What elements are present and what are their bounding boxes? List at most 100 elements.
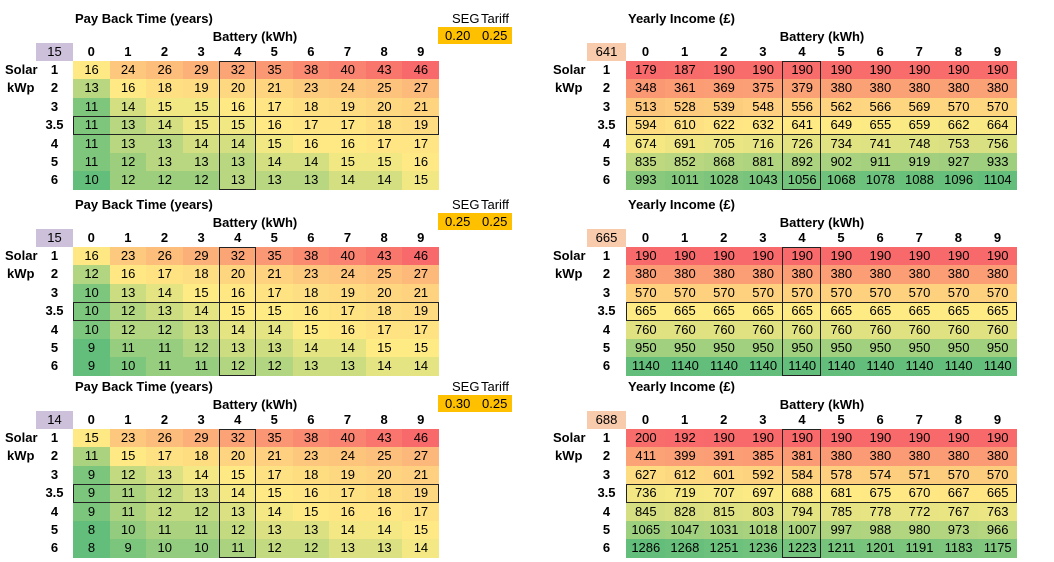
table-cell[interactable]: 665 [860, 302, 901, 322]
table-cell[interactable]: 12 [182, 339, 220, 358]
table-cell[interactable]: 734 [821, 134, 862, 154]
table-cell[interactable]: 726 [782, 134, 822, 154]
table-cell[interactable]: 11 [73, 134, 111, 154]
table-cell[interactable]: 548 [743, 97, 783, 117]
table-cell[interactable]: 14 [365, 171, 403, 191]
table-cell[interactable]: 15 [109, 447, 147, 467]
tariff-value[interactable]: 0.25 [482, 396, 508, 411]
table-cell[interactable]: 190 [743, 429, 783, 448]
table-cell[interactable]: 902 [821, 153, 862, 172]
table-cell[interactable]: 1140 [821, 357, 862, 377]
table-cell[interactable]: 380 [899, 265, 940, 285]
table-cell[interactable]: 24 [329, 79, 367, 99]
table-cell[interactable]: 411 [626, 447, 666, 467]
table-cell[interactable]: 17 [256, 97, 294, 117]
table-cell[interactable]: 950 [665, 339, 705, 358]
table-cell[interactable]: 18 [292, 283, 330, 303]
table-cell[interactable]: 10 [182, 539, 220, 559]
table-cell[interactable]: 15 [292, 320, 330, 340]
table-cell[interactable]: 665 [899, 302, 940, 322]
table-cell[interactable]: 988 [860, 521, 901, 540]
table-cell[interactable]: 25 [365, 447, 403, 467]
table-cell[interactable]: 20 [219, 447, 257, 467]
table-cell[interactable]: 9 [73, 357, 111, 377]
table-cell[interactable]: 778 [860, 502, 901, 522]
table-cell[interactable]: 760 [665, 320, 705, 340]
table-cell[interactable]: 11 [109, 339, 147, 358]
table-cell[interactable]: 1031 [704, 521, 744, 540]
table-cell[interactable]: 16 [329, 320, 367, 340]
table-cell[interactable]: 688 [782, 484, 822, 504]
table-cell[interactable]: 27 [402, 265, 440, 285]
table-cell[interactable]: 1140 [626, 357, 666, 377]
table-cell[interactable]: 570 [899, 283, 940, 303]
table-cell[interactable]: 187 [665, 61, 705, 80]
table-cell[interactable]: 571 [899, 465, 940, 485]
table-cell[interactable]: 380 [860, 265, 901, 285]
table-cell[interactable]: 190 [860, 247, 901, 266]
table-cell[interactable]: 16 [73, 247, 111, 266]
table-cell[interactable]: 9 [73, 339, 111, 358]
table-cell[interactable]: 380 [977, 79, 1018, 99]
table-cell[interactable]: 13 [182, 153, 220, 172]
table-cell[interactable]: 14 [256, 502, 294, 522]
table-cell[interactable]: 46 [402, 429, 440, 448]
table-cell[interactable]: 190 [782, 61, 822, 80]
table-cell[interactable]: 528 [665, 97, 705, 117]
table-cell[interactable]: 950 [860, 339, 901, 358]
table-cell[interactable]: 17 [146, 447, 184, 467]
table-cell[interactable]: 748 [899, 134, 940, 154]
table-cell[interactable]: 1140 [743, 357, 783, 377]
table-cell[interactable]: 1043 [743, 171, 783, 191]
table-cell[interactable]: 1047 [665, 521, 705, 540]
table-cell[interactable]: 380 [977, 447, 1018, 467]
table-cell[interactable]: 16 [109, 79, 147, 99]
table-cell[interactable]: 20 [365, 465, 403, 485]
table-cell[interactable]: 1140 [899, 357, 940, 377]
table-cell[interactable]: 17 [329, 302, 367, 322]
table-cell[interactable]: 649 [821, 116, 862, 136]
table-cell[interactable]: 348 [626, 79, 666, 99]
table-cell[interactable]: 10 [73, 283, 111, 303]
table-cell[interactable]: 14 [219, 484, 257, 504]
table-cell[interactable]: 190 [860, 61, 901, 80]
table-cell[interactable]: 950 [899, 339, 940, 358]
table-cell[interactable]: 14 [329, 171, 367, 191]
table-cell[interactable]: 16 [73, 61, 111, 80]
table-cell[interactable]: 10 [73, 171, 111, 191]
table-cell[interactable]: 15 [182, 97, 220, 117]
table-cell[interactable]: 179 [626, 61, 666, 80]
table-cell[interactable]: 892 [782, 153, 822, 172]
table-cell[interactable]: 697 [743, 484, 783, 504]
table-cell[interactable]: 46 [402, 61, 440, 80]
table-cell[interactable]: 13 [292, 357, 330, 377]
table-cell[interactable]: 190 [977, 247, 1018, 266]
table-cell[interactable]: 14 [402, 539, 440, 559]
table-cell[interactable]: 12 [109, 320, 147, 340]
table-cell[interactable]: 26 [146, 247, 184, 266]
table-cell[interactable]: 11 [182, 521, 220, 540]
table-cell[interactable]: 1211 [821, 539, 862, 559]
table-cell[interactable]: 18 [292, 97, 330, 117]
table-cell[interactable]: 627 [626, 465, 666, 485]
table-cell[interactable]: 20 [219, 79, 257, 99]
table-cell[interactable]: 385 [743, 447, 783, 467]
table-cell[interactable]: 40 [329, 61, 367, 80]
table-cell[interactable]: 23 [109, 247, 147, 266]
table-cell[interactable]: 13 [182, 320, 220, 340]
table-cell[interactable]: 14 [402, 357, 440, 377]
table-cell[interactable]: 190 [899, 429, 940, 448]
table-cell[interactable]: 950 [821, 339, 862, 358]
table-cell[interactable]: 361 [665, 79, 705, 99]
table-cell[interactable]: 513 [626, 97, 666, 117]
table-cell[interactable]: 674 [626, 134, 666, 154]
table-cell[interactable]: 665 [743, 302, 783, 322]
table-cell[interactable]: 14 [256, 320, 294, 340]
table-cell[interactable]: 190 [821, 429, 862, 448]
table-cell[interactable]: 190 [704, 429, 744, 448]
table-cell[interactable]: 12 [219, 357, 257, 377]
table-cell[interactable]: 950 [938, 339, 979, 358]
table-cell[interactable]: 14 [329, 521, 367, 540]
table-cell[interactable]: 43 [365, 247, 403, 266]
table-cell[interactable]: 13 [146, 465, 184, 485]
